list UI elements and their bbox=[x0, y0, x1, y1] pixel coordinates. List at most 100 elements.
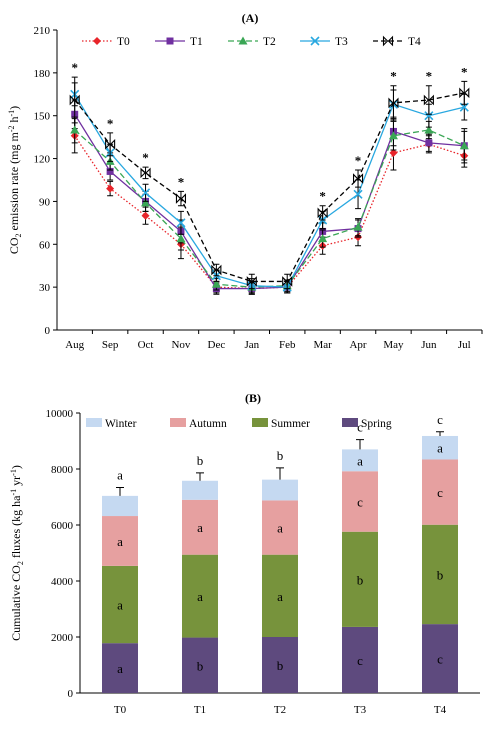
chart-a-series-T0 bbox=[70, 118, 469, 295]
legend-marker-T0 bbox=[93, 37, 101, 45]
chart-a-significance-star: * bbox=[461, 64, 468, 79]
chart-a-point bbox=[106, 184, 115, 193]
chart-a-point bbox=[425, 139, 433, 147]
chart-b-stack-T3: c b c a c bbox=[342, 420, 378, 693]
chart-a-point bbox=[353, 189, 363, 199]
bar-summer bbox=[182, 554, 218, 638]
chart-b-y-tick-label: 10000 bbox=[46, 408, 74, 420]
chart-b-legend: Winter Autumn Summer Spring bbox=[86, 418, 392, 430]
bar-summer bbox=[262, 554, 298, 637]
chart-a-point bbox=[176, 218, 186, 228]
legend-label-T1: T1 bbox=[190, 36, 203, 48]
legend-marker-T3 bbox=[310, 36, 320, 46]
chart-a-point bbox=[317, 207, 328, 219]
chart-a-point bbox=[282, 276, 293, 287]
legend-label-T3: T3 bbox=[335, 36, 348, 48]
chart-b-y-tick-label: 2000 bbox=[51, 632, 74, 644]
chart-b-x-tick-label: T0 bbox=[114, 704, 127, 716]
chart-a-x-tick-label: May bbox=[383, 339, 404, 351]
bar-letter-winter: a bbox=[437, 441, 443, 456]
bar-summer bbox=[422, 524, 458, 625]
legend-label-T2: T2 bbox=[263, 36, 276, 48]
chart-a-point bbox=[388, 97, 399, 109]
bar-letter-summer: a bbox=[197, 589, 203, 604]
chart-a-series-T1 bbox=[71, 99, 468, 295]
chart-a-y-tick-label: 0 bbox=[45, 325, 51, 337]
bar-letter-summer: b bbox=[357, 572, 364, 587]
chart-a-series-T4 bbox=[69, 76, 470, 290]
legend-label-winter: Winter bbox=[105, 418, 137, 430]
bar-autumn bbox=[342, 471, 378, 532]
chart-a-significance-star: * bbox=[178, 174, 185, 189]
chart-a-significance-star: * bbox=[426, 69, 433, 84]
bar-winter bbox=[182, 480, 218, 500]
chart-a-y-tick-label: 30 bbox=[39, 282, 51, 294]
chart-a-series-line bbox=[74, 135, 465, 290]
chart-a-point bbox=[352, 173, 364, 184]
chart-a-y-tick-label: 210 bbox=[34, 25, 51, 37]
bar-letter-spring: a bbox=[117, 661, 123, 676]
chart-a-y-tick-label: 90 bbox=[39, 196, 51, 208]
legend-swatch-winter bbox=[86, 418, 102, 427]
legend-swatch-summer bbox=[252, 418, 268, 427]
chart-a-point bbox=[141, 211, 150, 220]
chart-b-title: (B) bbox=[245, 391, 261, 405]
chart-a-x-tick-label: Sep bbox=[102, 339, 119, 351]
bar-letter-summer: a bbox=[277, 589, 283, 604]
chart-b-stack-T2: b a a b bbox=[262, 448, 298, 693]
bar-letter-autumn: c bbox=[357, 494, 363, 509]
bar-winter bbox=[102, 495, 138, 517]
chart-b-x-tick-label: T2 bbox=[274, 704, 286, 716]
legend-marker-T1 bbox=[166, 37, 174, 45]
legend-label-T0: T0 bbox=[117, 36, 130, 48]
chart-a-series-line bbox=[74, 129, 465, 288]
bar-letter-summer: b bbox=[437, 567, 444, 582]
bar-summer bbox=[102, 565, 138, 644]
chart-a-point bbox=[211, 264, 222, 276]
chart-a-point bbox=[176, 234, 186, 243]
chart-a-significance-star: * bbox=[390, 69, 397, 84]
legend-marker-T2 bbox=[238, 36, 248, 45]
chart-b-error-bar bbox=[276, 467, 284, 480]
chart-a-point bbox=[105, 138, 116, 150]
chart-b-total-letter: c bbox=[357, 420, 363, 435]
chart-a-point bbox=[424, 111, 434, 121]
chart-a-x-tick-label: Mar bbox=[313, 339, 332, 351]
chart-a-point bbox=[353, 222, 363, 231]
chart-b-error-bar bbox=[116, 486, 124, 496]
bar-winter bbox=[262, 479, 298, 501]
chart-a-point bbox=[69, 94, 80, 106]
chart-a-point bbox=[318, 234, 328, 243]
chart-a-x-tick-label: Jul bbox=[458, 339, 471, 351]
chart-a-y-tick-label: 180 bbox=[34, 68, 51, 80]
chart-a-y-axis-title: CO2 emission rate (mg m-2 h-1) bbox=[7, 106, 23, 254]
bar-letter-autumn: a bbox=[117, 534, 123, 549]
chart-a-point bbox=[459, 141, 469, 150]
chart-a-series-line bbox=[74, 92, 465, 283]
chart-b-x-tick-label: T3 bbox=[354, 704, 367, 716]
legend-label-autumn: Autumn bbox=[189, 418, 227, 430]
chart-a-point bbox=[388, 131, 398, 140]
chart-a-point bbox=[140, 188, 151, 198]
chart-a-point bbox=[70, 125, 80, 134]
chart-b-total-letter: b bbox=[277, 448, 284, 463]
chart-a-y-tick-label: 60 bbox=[39, 239, 51, 251]
chart-a-significance-star: * bbox=[319, 189, 326, 204]
chart-a-x-tick-label: Jun bbox=[421, 339, 437, 351]
chart-a-point bbox=[423, 94, 434, 106]
legend-label-T4: T4 bbox=[408, 36, 421, 48]
bar-letter-spring: b bbox=[197, 658, 204, 673]
bar-letter-autumn: a bbox=[277, 521, 283, 536]
bar-winter bbox=[342, 449, 378, 472]
chart-b-total-letter: b bbox=[197, 453, 204, 468]
chart-a-emission-rate: (A) 0 30 60 90 120 150 180 210 Aug Sep Oct Nov Dec Jan… bbox=[7, 11, 483, 351]
chart-a-point bbox=[459, 87, 470, 99]
bar-letter-spring: c bbox=[357, 653, 363, 668]
bar-letter-summer: a bbox=[117, 598, 123, 613]
chart-a-point bbox=[141, 198, 151, 207]
legend-label-summer: Summer bbox=[271, 418, 310, 430]
chart-a-point bbox=[424, 125, 434, 134]
bar-spring bbox=[262, 637, 298, 693]
chart-b-total-letter: a bbox=[117, 467, 123, 482]
chart-a-point bbox=[106, 167, 114, 175]
